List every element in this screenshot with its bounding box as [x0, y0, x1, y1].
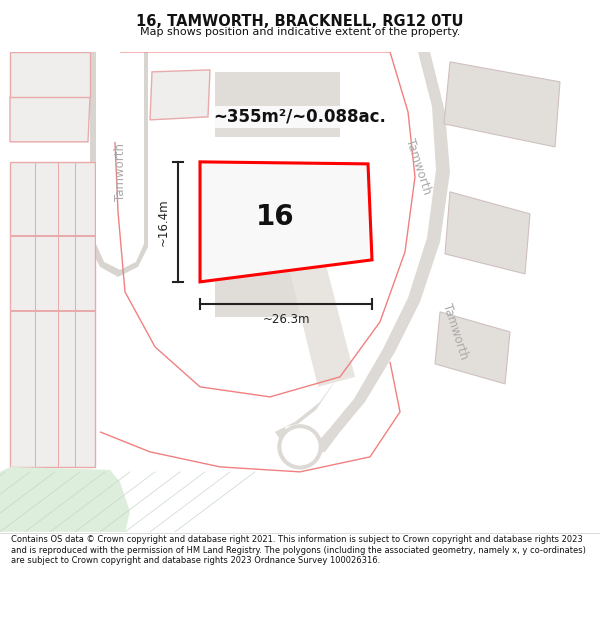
Text: Tamworth: Tamworth — [440, 302, 470, 361]
Polygon shape — [10, 162, 95, 467]
Text: Contains OS data © Crown copyright and database right 2021. This information is : Contains OS data © Crown copyright and d… — [11, 535, 586, 565]
Circle shape — [282, 429, 318, 465]
Polygon shape — [275, 52, 450, 457]
Polygon shape — [285, 52, 436, 449]
Polygon shape — [285, 242, 355, 387]
Text: Map shows position and indicative extent of the property.: Map shows position and indicative extent… — [140, 27, 460, 37]
Polygon shape — [435, 312, 510, 384]
Polygon shape — [150, 70, 210, 120]
Polygon shape — [10, 97, 90, 142]
Polygon shape — [0, 467, 130, 532]
Polygon shape — [215, 72, 340, 137]
Text: ~355m²/~0.088ac.: ~355m²/~0.088ac. — [214, 108, 386, 126]
Text: 16, TAMWORTH, BRACKNELL, RG12 0TU: 16, TAMWORTH, BRACKNELL, RG12 0TU — [136, 14, 464, 29]
Polygon shape — [90, 52, 148, 277]
Polygon shape — [10, 235, 95, 237]
Polygon shape — [58, 162, 59, 467]
Polygon shape — [210, 177, 330, 237]
Text: 16: 16 — [256, 203, 295, 231]
Polygon shape — [120, 52, 420, 392]
Polygon shape — [75, 162, 76, 467]
Text: ~26.3m: ~26.3m — [262, 313, 310, 326]
Polygon shape — [445, 192, 530, 274]
Text: Tamworth: Tamworth — [403, 138, 433, 196]
Polygon shape — [444, 62, 560, 147]
Polygon shape — [10, 310, 95, 312]
Circle shape — [278, 425, 322, 469]
Text: ~16.4m: ~16.4m — [157, 198, 170, 246]
Polygon shape — [96, 52, 144, 270]
Text: Tamworth: Tamworth — [113, 143, 127, 201]
Polygon shape — [215, 267, 310, 317]
Polygon shape — [200, 162, 372, 282]
Polygon shape — [35, 162, 36, 467]
Polygon shape — [10, 52, 90, 97]
